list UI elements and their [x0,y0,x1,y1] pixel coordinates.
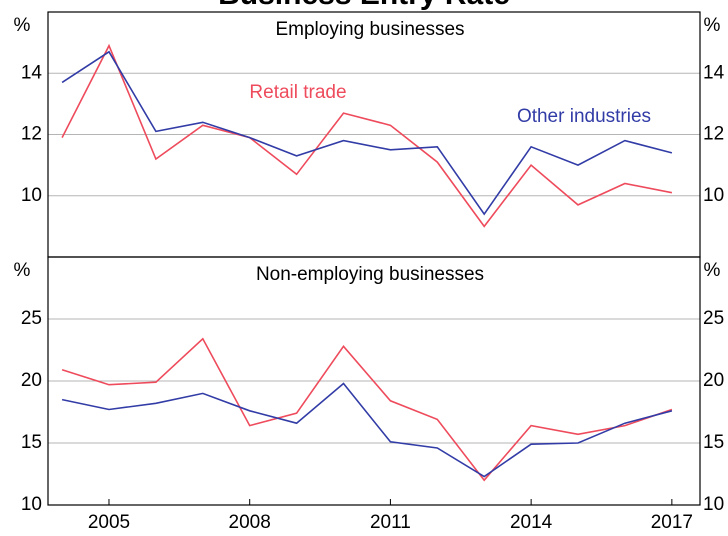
y-tick-label: 10 [21,494,42,515]
y2-tick-label: 10 [703,185,724,206]
y-tick-label: 15 [21,432,42,453]
x-tick-label: 2008 [229,512,271,533]
y2-unit: % [704,260,721,281]
y2-unit: % [704,15,721,36]
x-tick-label: 2005 [88,512,130,533]
x-tick-label: 2014 [510,512,553,533]
chart-title: Business Entry Rate [218,0,510,11]
y-tick-label: 20 [21,370,42,391]
y2-tick-label: 15 [703,432,724,453]
y2-tick-label: 14 [703,62,725,83]
y-tick-label: 14 [21,62,43,83]
series-label: Retail trade [249,82,346,103]
y-tick-label: 10 [21,185,42,206]
y2-tick-label: 10 [703,494,724,515]
y2-tick-label: 25 [703,308,724,329]
x-tick-label: 2017 [651,512,693,533]
series-line [61,382,673,478]
x-tick-label: 2011 [370,512,411,533]
panel-frame [47,256,701,506]
series-line [61,50,673,216]
series-line [61,337,673,482]
y2-tick-label: 20 [703,370,724,391]
series-line [61,43,673,228]
series-label: Other industries [517,106,651,127]
panel-title: Employing businesses [275,19,464,40]
y2-tick-label: 12 [703,124,724,145]
panel-title: Non-employing businesses [256,264,484,285]
y-unit: % [14,260,31,281]
y-unit: % [14,15,31,36]
y-tick-label: 25 [21,308,42,329]
y-tick-label: 12 [21,124,42,145]
